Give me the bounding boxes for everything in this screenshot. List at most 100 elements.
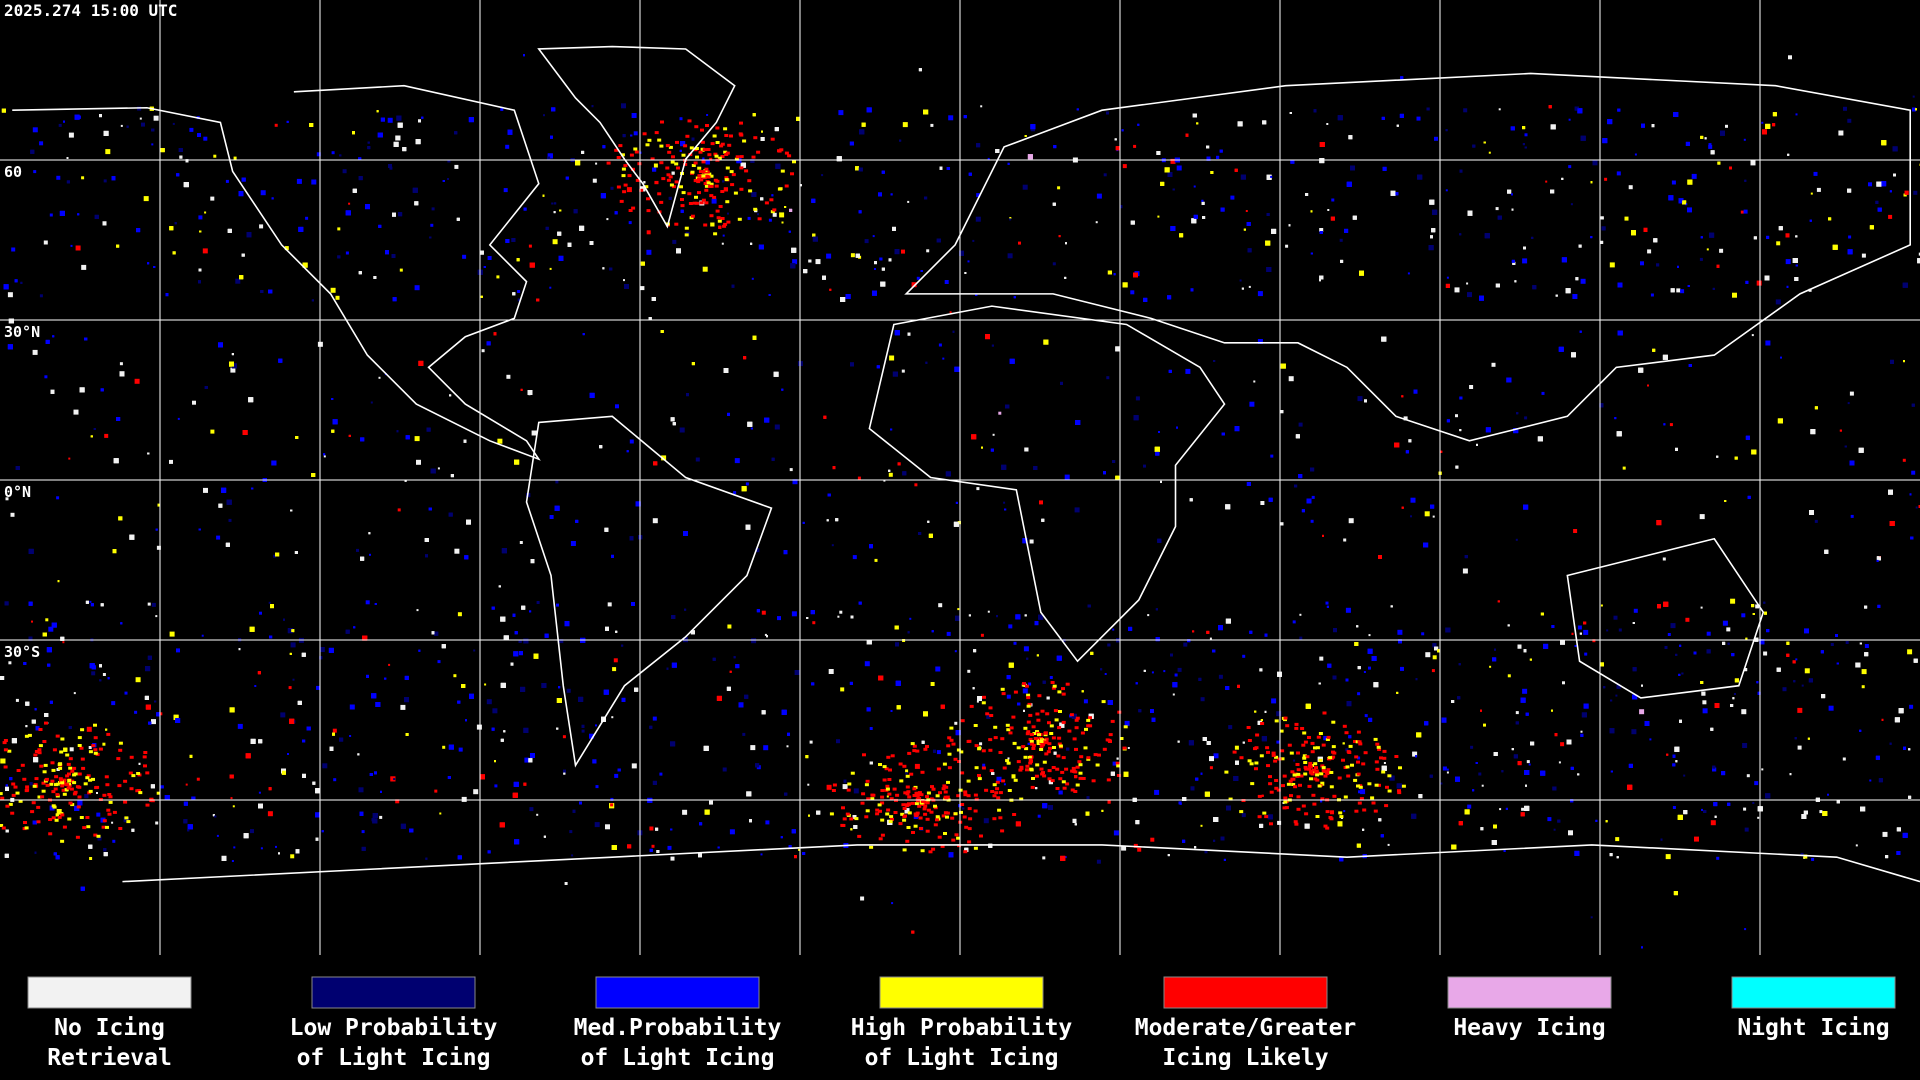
icing-pixel: [503, 635, 509, 641]
icing-pixel: [1566, 739, 1572, 745]
icing-pixel: [659, 772, 663, 776]
icing-pixel: [1066, 747, 1070, 751]
icing-pixel: [549, 515, 554, 519]
icing-pixel: [100, 388, 104, 392]
icing-pixel: [104, 433, 109, 438]
icing-pixel: [1416, 732, 1422, 738]
icing-pixel: [1408, 439, 1412, 443]
icing-pixel: [1357, 396, 1363, 402]
icing-pixel: [1795, 264, 1798, 267]
icing-pixel: [771, 457, 775, 461]
icing-pixel: [479, 250, 484, 255]
icing-pixel: [5, 497, 9, 501]
icing-pixel: [629, 439, 634, 444]
icing-pixel: [301, 652, 306, 657]
icing-pixel: [1726, 627, 1731, 632]
icing-pixel: [1039, 500, 1043, 505]
icing-pixel: [203, 487, 208, 493]
icing-pixel: [275, 845, 277, 848]
icing-pixel: [1605, 820, 1608, 823]
icing-pixel: [75, 245, 81, 251]
icing-pixel: [985, 334, 990, 340]
icing-pixel: [1007, 757, 1010, 760]
icing-pixel: [1381, 336, 1387, 342]
icing-pixel: [1691, 173, 1697, 179]
icing-pixel: [775, 163, 781, 169]
icing-pixel: [858, 210, 862, 214]
icing-pixel: [1545, 180, 1548, 183]
icing-pixel: [1732, 292, 1737, 298]
icing-pixel: [447, 159, 451, 163]
icing-pixel: [1540, 770, 1546, 776]
icing-pixel: [235, 278, 241, 284]
icing-pixel: [1766, 235, 1770, 239]
icing-pixel: [1116, 757, 1119, 760]
icing-pixel: [1797, 745, 1802, 750]
icing-pixel: [1065, 242, 1067, 245]
icing-pixel: [260, 290, 264, 293]
icing-pixel: [1249, 630, 1253, 634]
icing-pixel: [15, 698, 19, 702]
icing-pixel: [1832, 244, 1838, 250]
icing-pixel: [1606, 629, 1609, 632]
icing-pixel: [624, 284, 629, 289]
icing-pixel: [86, 726, 92, 732]
icing-pixel: [781, 221, 784, 224]
icing-pixel: [780, 836, 783, 839]
icing-pixel: [1911, 403, 1915, 407]
icing-pixel: [1052, 202, 1056, 206]
icing-pixel: [626, 187, 632, 193]
icing-pixel: [1340, 259, 1344, 263]
icing-pixel: [957, 521, 961, 525]
icing-pixel: [790, 263, 796, 269]
icing-pixel: [1601, 226, 1606, 231]
icing-pixel: [1675, 447, 1678, 451]
icing-pixel: [1664, 646, 1668, 649]
icing-pixel: [289, 718, 295, 724]
icing-pixel: [1786, 285, 1789, 288]
icing-pixel: [605, 626, 609, 631]
icing-pixel: [153, 266, 156, 268]
icing-pixel: [274, 123, 278, 127]
icing-pixel: [1616, 684, 1621, 689]
icing-pixel: [1529, 658, 1532, 661]
icing-pixel: [384, 677, 387, 680]
icing-pixel: [1177, 740, 1180, 743]
icing-pixel: [1261, 736, 1267, 742]
icing-pixel: [1081, 690, 1084, 693]
icing-pixel: [330, 287, 336, 293]
icing-pixel: [156, 545, 161, 550]
icing-pixel: [670, 828, 673, 831]
icing-pixel: [1903, 193, 1907, 197]
icing-pixel: [1100, 668, 1103, 671]
icing-pixel: [66, 157, 69, 159]
icing-pixel: [1017, 702, 1021, 706]
icing-pixel: [216, 834, 219, 837]
icing-pixel: [760, 197, 764, 201]
icing-pixel: [855, 253, 860, 258]
icing-pixel: [653, 163, 658, 168]
icing-pixel: [1491, 362, 1496, 367]
icing-pixel: [1797, 707, 1803, 713]
icing-pixel: [1389, 775, 1395, 781]
icing-pixel: [1580, 278, 1586, 284]
icing-pixel: [357, 753, 360, 756]
icing-pixel: [425, 857, 428, 860]
icing-pixel: [611, 845, 617, 850]
icing-pixel: [1046, 696, 1050, 700]
icing-pixel: [77, 213, 80, 216]
icing-pixel: [513, 651, 519, 657]
icing-pixel: [271, 197, 274, 200]
icing-pixel: [935, 666, 941, 672]
icing-pixel: [1794, 277, 1799, 281]
icing-pixel: [894, 249, 900, 255]
icing-pixel: [1861, 685, 1865, 689]
icing-pixel: [1521, 807, 1525, 811]
icing-pixel: [621, 644, 624, 647]
icing-pixel: [528, 244, 532, 248]
icing-pixel: [733, 656, 736, 659]
icing-pixel: [602, 145, 606, 149]
icing-pixel: [1113, 830, 1119, 836]
icing-pixel: [1511, 259, 1515, 263]
